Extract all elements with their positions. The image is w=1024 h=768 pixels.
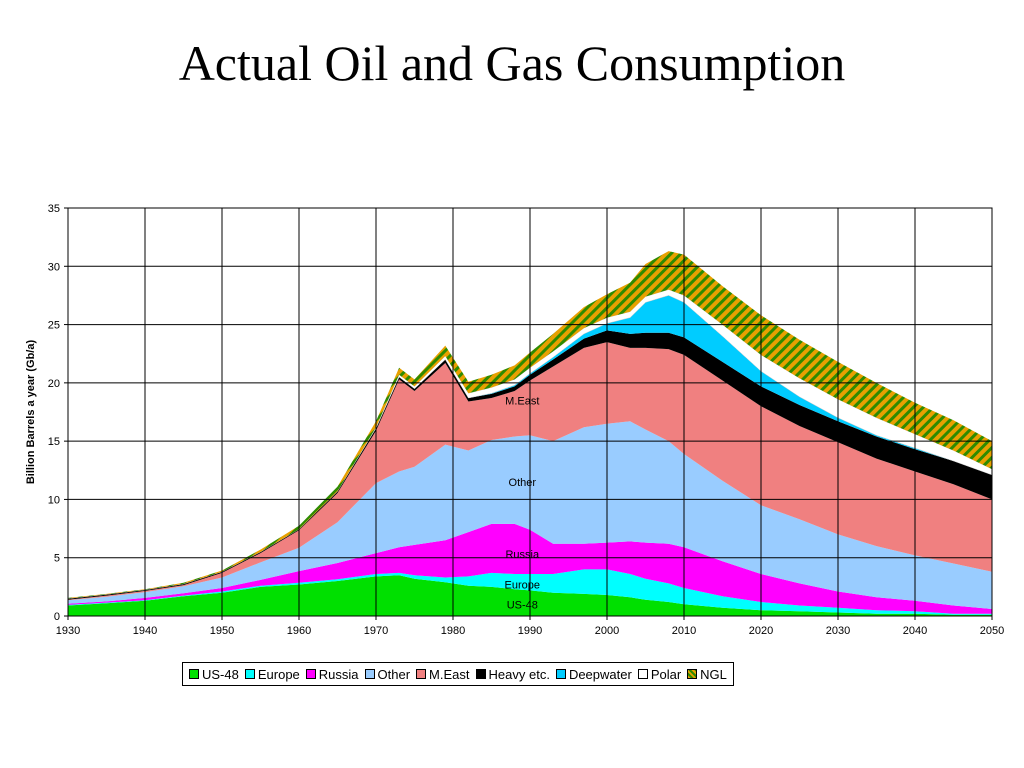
legend-label: Other xyxy=(377,666,411,682)
y-tick-label: 0 xyxy=(54,611,60,623)
legend-swatch xyxy=(555,669,566,679)
legend-label: Russia xyxy=(318,666,359,682)
legend-label: M.East xyxy=(429,666,470,682)
legend-item: Heavy etc. xyxy=(475,666,550,682)
y-tick-label: 35 xyxy=(48,203,60,215)
x-tick-label: 2030 xyxy=(826,625,850,637)
legend-item: US-48 xyxy=(189,667,239,682)
area-label-m-east: M.East xyxy=(505,395,539,407)
legend-swatch xyxy=(687,669,698,679)
legend-item: Deepwater xyxy=(555,666,632,682)
x-tick-label: 1930 xyxy=(56,625,80,637)
area-label-us-48: US-48 xyxy=(507,599,538,611)
area-label-europe: Europe xyxy=(505,580,540,592)
legend-label: NGL xyxy=(700,666,727,682)
y-tick-label: 30 xyxy=(48,261,60,273)
legend-item: M.East xyxy=(416,666,470,682)
y-tick-label: 5 xyxy=(54,553,60,565)
legend-label: Polar xyxy=(650,666,682,682)
legend-label: Deepwater xyxy=(568,666,632,682)
legend-label: US-48 xyxy=(202,666,239,682)
legend-swatch xyxy=(475,669,486,679)
stacked-area-chart: 1930 1940 1950 1960 1970 1980 1990 2000 2010 2020… xyxy=(25,203,1004,637)
y-tick-label: 25 xyxy=(48,320,60,332)
legend-swatch xyxy=(416,669,427,679)
y-tick-label: 15 xyxy=(48,436,60,448)
x-tick-label: 1980 xyxy=(441,625,465,637)
area-labels-layer: M.East Other Russia Europe US-48 xyxy=(505,395,540,611)
legend-item: Other xyxy=(364,666,411,682)
x-tick-label: 2010 xyxy=(672,625,696,637)
x-tick-label: 1970 xyxy=(364,625,388,637)
slide-title: Actual Oil and Gas Consumption xyxy=(178,35,846,91)
legend-swatch xyxy=(364,669,375,679)
x-tick-label: 1960 xyxy=(287,625,311,637)
y-tick-label: 10 xyxy=(48,494,60,506)
legend-label: Europe xyxy=(257,666,300,682)
x-tick-label: 2040 xyxy=(903,625,927,637)
x-tick-label: 2020 xyxy=(749,625,773,637)
legend-swatch xyxy=(244,669,255,679)
legend-item: Russia xyxy=(305,666,359,682)
x-tick-label: 2000 xyxy=(595,625,619,637)
legend-swatch xyxy=(189,669,199,679)
x-tick-label: 1990 xyxy=(518,625,542,637)
legend-item: Europe xyxy=(244,666,300,682)
x-tick-label: 2050 xyxy=(980,625,1004,637)
area-label-russia: Russia xyxy=(505,549,540,561)
y-tick-label: 20 xyxy=(48,378,60,390)
legend-label: Heavy etc. xyxy=(488,666,550,682)
legend-swatch xyxy=(305,669,316,679)
legend-item: NGL xyxy=(687,667,727,682)
legend: US-48 Europe Russia Other M.East Heavy etc. De… xyxy=(182,662,734,686)
legend-swatch xyxy=(637,669,648,679)
x-tick-label: 1950 xyxy=(210,625,234,637)
x-tick-label: 1940 xyxy=(133,625,157,637)
ticks-layer: 1930 1940 1950 1960 1970 1980 1990 2000 2010 2020… xyxy=(48,203,1004,637)
legend-item: Polar xyxy=(637,666,682,682)
y-axis-title: Billion Barrels a year (Gb/a) xyxy=(25,340,37,485)
area-label-other: Other xyxy=(509,477,537,489)
